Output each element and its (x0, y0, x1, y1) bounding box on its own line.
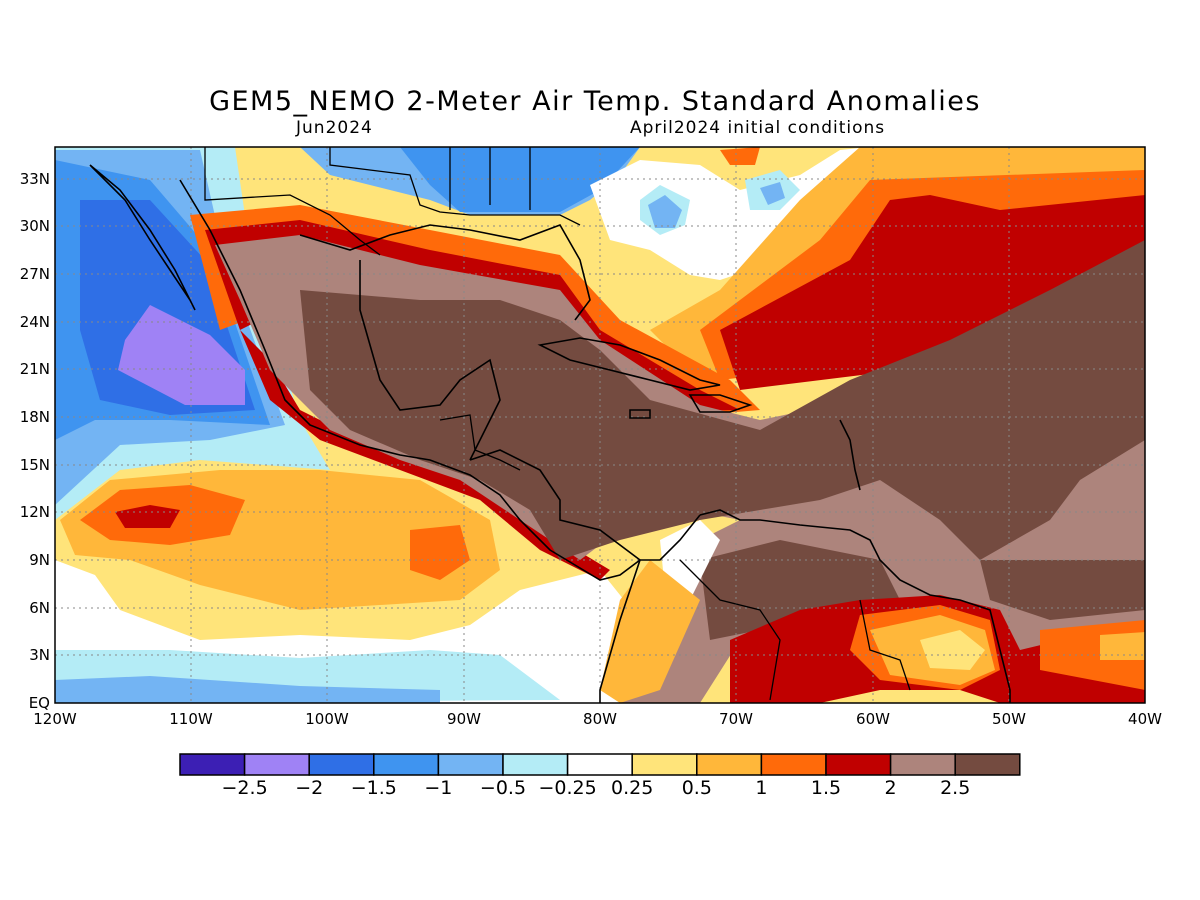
colorbar-label: −1 (424, 777, 452, 799)
colorbar-swatch (760, 753, 827, 776)
lat-label: 9N (29, 551, 50, 569)
colorbar-label: 1 (755, 777, 767, 799)
colorbar-swatch (566, 753, 633, 776)
forecast-month: Jun2024 (296, 118, 373, 138)
core-warm-25 (300, 240, 1145, 560)
colorbar-swatch (502, 753, 569, 776)
sa-east-warm-1 (1100, 632, 1145, 660)
pacific-south-blue (55, 676, 440, 703)
colorbar-label: 1.5 (811, 777, 841, 799)
lon-label: 40W (1128, 710, 1162, 728)
lon-label: 60W (856, 710, 890, 728)
lon-label: 120W (33, 710, 77, 728)
atlantic-blue-1 (648, 195, 682, 228)
pacific-warm-15b (410, 525, 470, 580)
colorbar-label: −0.25 (538, 777, 596, 799)
lat-label: EQ (29, 694, 50, 712)
core-warm-25-east (980, 560, 1145, 620)
colorbar-swatch (696, 753, 763, 776)
colorbar-label: −0.5 (480, 777, 526, 799)
anomaly-field (55, 147, 1145, 703)
colorbar: −2.5 −2 −1.5 −1 −0.5 −0.25 0.25 0.5 1 1.5 2 2.5 (179, 753, 1021, 799)
atlantic-blue-2 (760, 182, 785, 205)
lat-label: 18N (20, 408, 50, 426)
lat-label: 27N (20, 265, 50, 283)
coastlines (89, 164, 1011, 703)
pacific-warm-2 (115, 505, 180, 528)
sa-warm-05 (920, 630, 985, 670)
gridlines (55, 147, 1145, 703)
colorbar-swatch (179, 753, 246, 776)
colorbar-swatch (889, 753, 956, 776)
colombia-warm (600, 560, 700, 703)
pacific-cool-2 (118, 305, 245, 405)
lat-axis: EQ 3N 6N 9N 12N 15N 18N 21N 24N 27N 30N … (20, 170, 50, 712)
lat-label: 33N (20, 170, 50, 188)
lat-label: 3N (29, 646, 50, 664)
colorbar-label: 0.5 (682, 777, 712, 799)
lon-label: 110W (169, 710, 213, 728)
colorbar-label: −2.5 (222, 777, 268, 799)
lat-label: 6N (29, 599, 50, 617)
colorbar-swatch (825, 753, 892, 776)
colorbar-swatch (373, 753, 440, 776)
colorbar-label: −1.5 (351, 777, 397, 799)
colorbar-swatch (437, 753, 504, 776)
atlantic-warm-topright (720, 147, 760, 165)
colorbar-label: 2 (885, 777, 897, 799)
lon-label: 80W (583, 710, 617, 728)
colorbar-swatch (954, 753, 1021, 776)
colorbar-swatch (243, 753, 310, 776)
lat-label: 15N (20, 456, 50, 474)
colorbar-label: −2 (295, 777, 323, 799)
colorbar-label: 2.5 (940, 777, 970, 799)
lat-label: 12N (20, 503, 50, 521)
borders (204, 147, 911, 701)
usa-cool-1 (400, 147, 640, 212)
lat-label: 24N (20, 313, 50, 331)
lon-label: 70W (719, 710, 753, 728)
initial-conditions: April2024 initial conditions (630, 118, 886, 138)
lat-label: 30N (20, 217, 50, 235)
lon-label: 100W (305, 710, 349, 728)
map-frame (54, 146, 1146, 704)
core-warm-25-south (700, 540, 900, 640)
lat-label: 21N (20, 360, 50, 378)
colorbar-swatch (631, 753, 698, 776)
lon-axis: 120W 110W 100W 90W 80W 70W 60W 50W 40W (33, 710, 1162, 728)
colorbar-label: 0.25 (611, 777, 653, 799)
lon-label: 90W (447, 710, 481, 728)
lon-label: 50W (992, 710, 1026, 728)
map-title: GEM5_NEMO 2-Meter Air Temp. Standard Ano… (209, 86, 981, 117)
colorbar-swatch (308, 753, 375, 776)
